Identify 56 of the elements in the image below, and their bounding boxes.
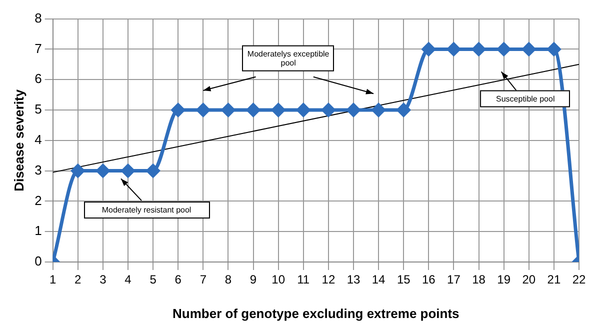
point [96, 164, 110, 178]
y-tick-label: 4 [34, 132, 42, 147]
x-tick-label: 18 [472, 272, 486, 287]
point [171, 103, 185, 117]
x-tick-label: 10 [272, 272, 286, 287]
point [296, 103, 310, 117]
x-tick-label: 4 [124, 272, 132, 287]
x-tick-label: 17 [447, 272, 461, 287]
point [322, 103, 336, 117]
x-tick-label: 9 [250, 272, 257, 287]
x-tick-label: 16 [422, 272, 436, 287]
y-tick-label: 5 [34, 102, 42, 117]
x-tick-label: 3 [100, 272, 107, 287]
point [272, 103, 286, 117]
y-axis-title: Disease severity [11, 88, 26, 192]
point [497, 42, 511, 56]
y-tick-label: 0 [34, 254, 42, 269]
y-tick-label: 7 [34, 40, 42, 56]
x-tick-label: 8 [224, 272, 232, 287]
point [472, 42, 486, 56]
x-tick-label: 5 [150, 272, 157, 287]
point [522, 42, 536, 56]
point [422, 42, 436, 56]
point [146, 164, 160, 178]
x-tick-label: 19 [497, 272, 511, 287]
x-axis-title: Number of genotype excluding extreme points [172, 306, 460, 321]
y-tick-label: 3 [34, 162, 42, 178]
x-tick-label: 2 [74, 272, 82, 287]
point [246, 103, 260, 117]
point [121, 164, 135, 178]
point [221, 103, 235, 117]
x-tick-label: 13 [346, 272, 360, 287]
point [547, 42, 561, 56]
label-box: Moderately resistant pool [84, 202, 210, 219]
x-tick-label: 20 [522, 272, 536, 287]
point [71, 164, 85, 178]
x-tick-label: 12 [322, 272, 336, 287]
x-tick-label: 1 [49, 272, 56, 287]
point [196, 103, 210, 117]
y-tick-label: 6 [34, 71, 42, 86]
x-tick-label: 14 [372, 272, 386, 287]
y-tick-label: 8 [34, 10, 42, 26]
x-tick-label: 11 [297, 272, 310, 287]
label-box: Moderatelys exceptible pool [242, 45, 334, 72]
point [446, 42, 460, 56]
x-tick-label: 22 [572, 272, 586, 287]
point [372, 103, 386, 117]
x-tick-label: 15 [396, 272, 411, 287]
y-tick-label: 2 [34, 192, 42, 208]
point [346, 103, 360, 117]
x-tick-label: 21 [547, 272, 561, 287]
x-tick-label: 6 [174, 272, 182, 287]
label-box: Susceptible pool [480, 90, 570, 108]
y-tick-label: 1 [34, 223, 42, 238]
x-tick-label: 7 [200, 272, 207, 287]
point [396, 103, 410, 117]
